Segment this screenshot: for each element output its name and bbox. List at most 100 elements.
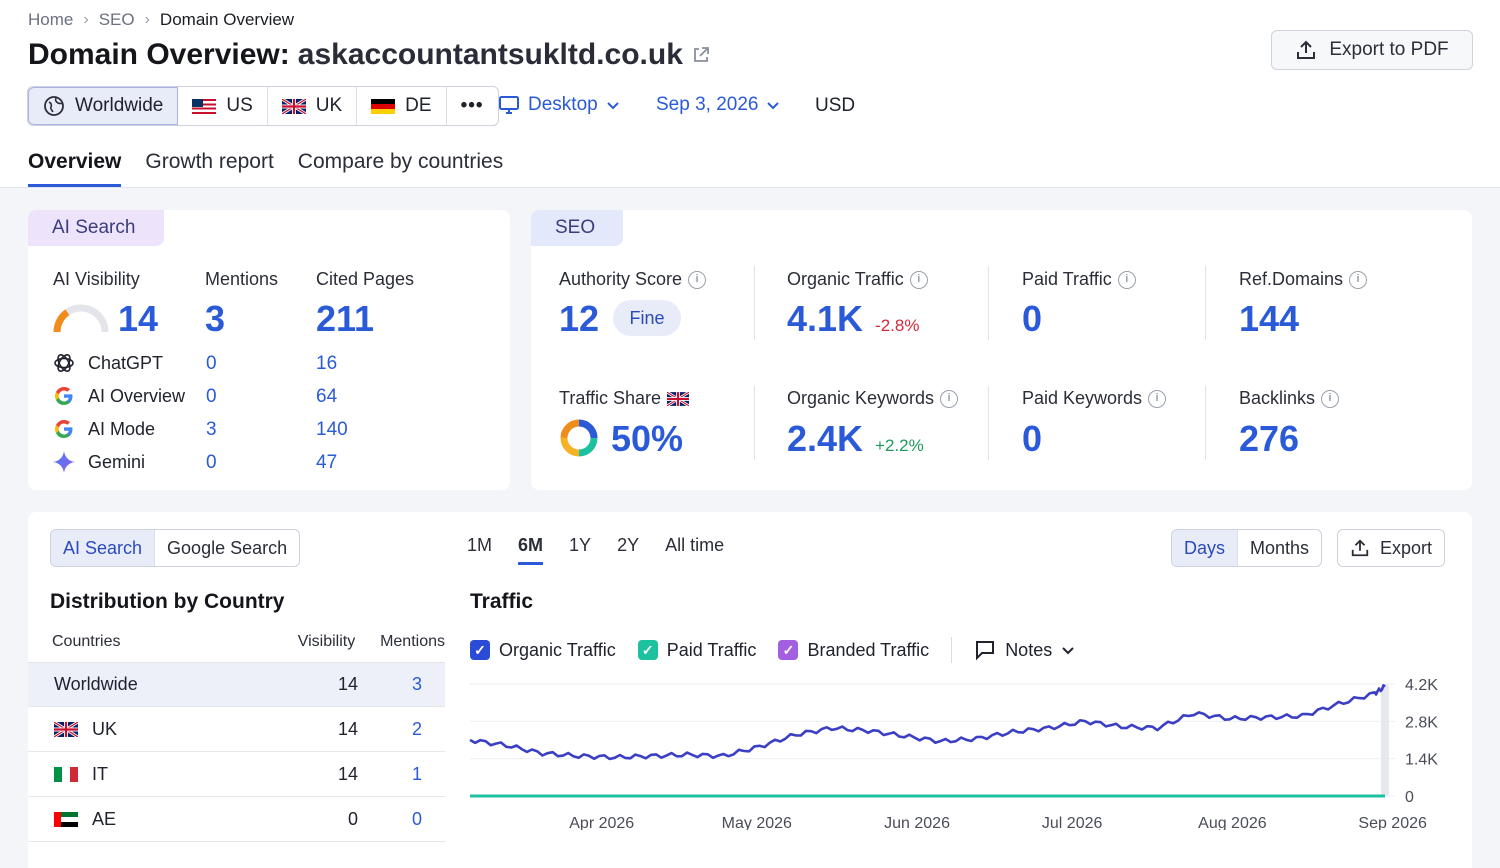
traffic-share-label: Traffic Share: [559, 388, 690, 409]
series-line-organic-traffic: [469, 684, 1386, 761]
period-2y[interactable]: 2Y: [617, 535, 640, 555]
page-title-domain: askaccountantsukltd.co.uk: [297, 38, 683, 71]
distribution-header: Countries Visibility Mentions: [28, 633, 445, 651]
paid-keywords-value[interactable]: 0: [1022, 418, 1043, 459]
breadcrumb-seo[interactable]: SEO: [98, 10, 135, 29]
table-row[interactable]: Worldwide 14 3: [28, 662, 445, 707]
cited-pages-value: 211: [316, 298, 375, 339]
divider: [754, 266, 755, 340]
google-icon: [55, 386, 73, 405]
chevron-down-icon: [606, 102, 619, 110]
source-mentions: 0: [206, 353, 217, 374]
source-row-gemini[interactable]: Gemini: [52, 450, 145, 474]
location-worldwide[interactable]: Worldwide: [28, 87, 179, 125]
info-icon[interactable]: i: [909, 270, 928, 289]
globe-icon: [44, 96, 64, 116]
table-row[interactable]: AE 0 0: [28, 797, 445, 842]
source-cited: 140: [316, 419, 348, 440]
info-icon[interactable]: i: [1321, 389, 1340, 408]
period-all-time[interactable]: All time: [665, 535, 725, 555]
x-tick-label: Apr 2026: [569, 815, 634, 830]
legend-branded-traffic[interactable]: ✓ Branded Traffic: [778, 640, 929, 661]
paid-traffic-value[interactable]: 0: [1022, 298, 1043, 339]
organic-traffic-label: Organic Traffic i: [787, 269, 928, 290]
granularity-months[interactable]: Months: [1250, 537, 1310, 558]
source-row-ai-overview[interactable]: AI Overview: [52, 384, 185, 408]
gemini-icon: [53, 451, 75, 473]
x-tick-label: Sep 2026: [1358, 815, 1427, 830]
page-title-prefix: Domain Overview:: [28, 38, 290, 71]
paid-keywords-label: Paid Keywords i: [1022, 388, 1167, 409]
tab-overview[interactable]: Overview: [28, 150, 122, 187]
granularity-days[interactable]: Days: [1172, 530, 1239, 566]
source-row-ai-mode[interactable]: AI Mode: [52, 417, 155, 441]
row-country: AE: [92, 808, 117, 829]
paid-traffic-text: Paid Traffic: [1022, 269, 1112, 289]
col-visibility: Visibility: [297, 633, 356, 650]
traffic-title: Traffic: [470, 590, 534, 613]
organic-traffic-metric[interactable]: 4.1K -2.8%: [787, 298, 919, 340]
x-tick-label: Jun 2026: [884, 815, 950, 830]
tab-growth-report[interactable]: Growth report: [145, 150, 274, 173]
location-worldwide-label: Worldwide: [75, 95, 164, 116]
device-dropdown[interactable]: Desktop: [498, 94, 620, 116]
tab-compare-by-countries[interactable]: Compare by countries: [297, 150, 504, 173]
row-visibility: 14: [337, 674, 358, 694]
upload-icon: [1297, 40, 1316, 59]
row-visibility: 0: [347, 808, 358, 829]
legend-paid-traffic[interactable]: ✓ Paid Traffic: [637, 640, 756, 661]
organic-keywords-metric[interactable]: 2.4K +2.2%: [787, 418, 924, 460]
period-1m[interactable]: 1M: [467, 535, 493, 555]
notes-label: Notes: [1005, 639, 1053, 660]
ref-domains-value[interactable]: 144: [1239, 298, 1300, 339]
info-icon[interactable]: i: [1117, 270, 1136, 289]
toggle-google-search[interactable]: Google Search: [167, 537, 288, 558]
flag-de-icon: [371, 98, 396, 114]
export-button[interactable]: Export: [1337, 529, 1446, 567]
location-de[interactable]: DE: [357, 87, 447, 125]
info-icon[interactable]: i: [688, 270, 707, 289]
notes-dropdown[interactable]: Notes: [974, 639, 1075, 661]
authority-score-label: Authority Score i: [559, 269, 707, 290]
legend-organic-traffic[interactable]: ✓ Organic Traffic: [470, 640, 616, 661]
period-6m[interactable]: 6M: [518, 535, 544, 565]
info-icon[interactable]: i: [940, 389, 959, 408]
backlinks-value[interactable]: 276: [1239, 418, 1300, 459]
source-row-chatgpt[interactable]: ChatGPT: [52, 351, 163, 375]
source-mentions: 0: [206, 452, 217, 473]
ai-visibility-value: 14: [118, 298, 159, 339]
period-1y[interactable]: 1Y: [569, 535, 592, 555]
location-more[interactable]: •••: [447, 87, 498, 125]
y-tick-label: 4.2K: [1405, 677, 1438, 694]
row-mentions: 0: [411, 808, 422, 829]
export-pdf-button[interactable]: Export to PDF: [1271, 30, 1473, 70]
info-icon[interactable]: i: [1349, 270, 1368, 289]
breadcrumb-home[interactable]: Home: [28, 10, 74, 29]
table-row[interactable]: UK 14 2: [28, 707, 445, 752]
currency-label: USD: [815, 95, 856, 116]
location-uk[interactable]: UK: [268, 87, 358, 125]
date-dropdown[interactable]: Sep 3, 2026: [656, 94, 780, 116]
location-us[interactable]: US: [178, 87, 268, 125]
toggle-ai-search[interactable]: AI Search: [51, 530, 156, 566]
chart-series: [469, 684, 1386, 798]
mentions-label: Mentions: [205, 269, 279, 289]
chatgpt-icon: [54, 354, 74, 372]
organic-traffic-text: Organic Traffic: [787, 269, 904, 289]
info-icon[interactable]: i: [1148, 389, 1167, 408]
traffic-share-donut: [560, 419, 598, 457]
mentions-value: 3: [205, 298, 226, 339]
organic-keywords-text: Organic Keywords: [787, 388, 935, 408]
x-tick-label: Aug 2026: [1198, 815, 1267, 830]
location-de-label: DE: [405, 95, 432, 116]
y-tick-label: 1.4K: [1405, 752, 1438, 769]
search-type-toggle: AI Search Google Search: [50, 529, 301, 567]
external-link-icon[interactable]: [691, 45, 711, 65]
legend-label: Organic Traffic: [499, 639, 616, 660]
col-countries: Countries: [52, 633, 121, 650]
export-button-inner: Export: [1338, 530, 1444, 566]
table-row[interactable]: IT 14 1: [28, 752, 445, 797]
chevron-down-icon: [767, 102, 780, 110]
chevron-right-icon: ›: [83, 11, 89, 28]
traffic-chart: 4.2K 2.8K 1.4K 0 Apr 2026 May 2026 Jun 2026 Ju…: [469, 677, 1438, 830]
